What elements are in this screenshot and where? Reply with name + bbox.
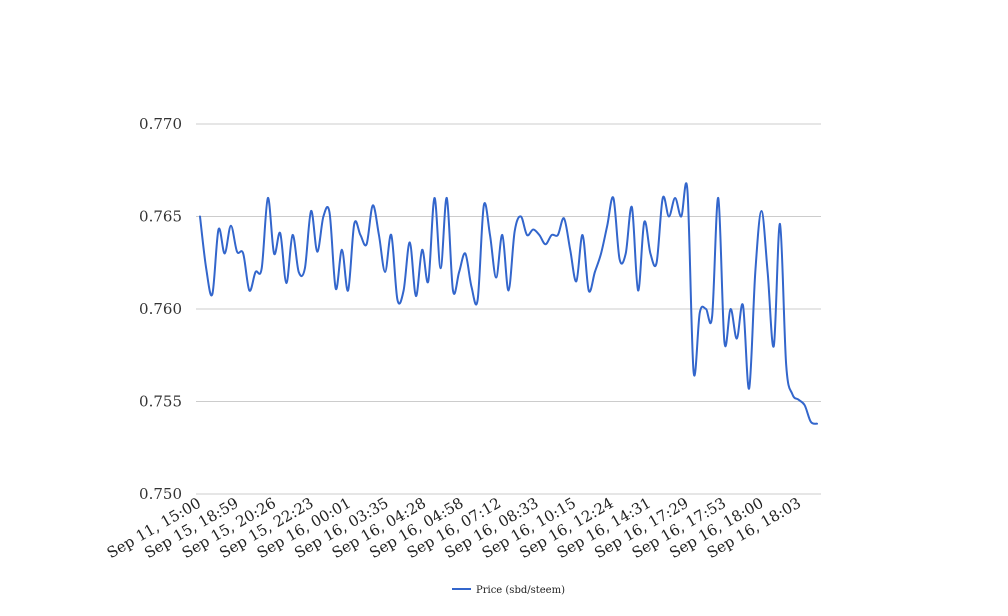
legend-label-price: Price (sbd/steem) xyxy=(476,585,565,596)
y-tick-label: 0.765 xyxy=(139,208,182,226)
y-tick-label: 0.760 xyxy=(139,300,182,318)
legend[interactable]: Price (sbd/steem) xyxy=(452,585,565,596)
gridlines xyxy=(196,123,821,495)
y-axis-ticks: 0.770 0.765 0.760 0.755 0.750 xyxy=(139,115,182,503)
series-line-price[interactable] xyxy=(199,182,818,425)
y-tick-label: 0.770 xyxy=(139,115,182,133)
series-layer xyxy=(199,182,818,425)
y-tick-label: 0.755 xyxy=(139,393,182,411)
y-tick-label: 0.750 xyxy=(139,485,182,503)
